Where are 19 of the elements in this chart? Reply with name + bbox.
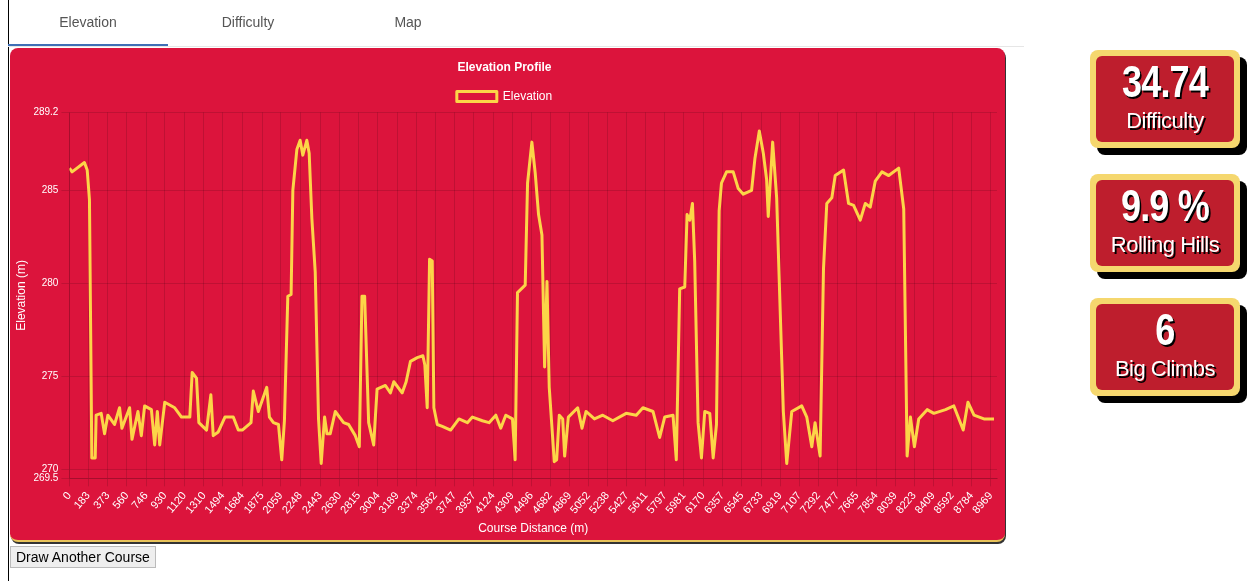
y-tick-label: 269.5 <box>33 472 59 484</box>
x-tick-label: 0 <box>60 489 74 502</box>
y-axis-title: Elevation (m) <box>13 260 28 331</box>
y-tick-label: 275 <box>41 369 59 381</box>
x-axis-title: Course Distance (m) <box>478 521 589 536</box>
text: Map <box>393 13 423 32</box>
x-tick-label: 183 <box>71 489 93 511</box>
legend-label: Elevation <box>502 88 553 103</box>
y-tick-label: 280 <box>41 277 59 289</box>
y-tick-label: 289.2 <box>33 106 59 118</box>
text: Elevation <box>8 0 168 46</box>
text: Difficulty <box>220 13 276 32</box>
y-tick-label: 285 <box>41 184 59 196</box>
y-tick-label: 270 <box>41 462 59 474</box>
x-tick-label: 746 <box>128 489 150 511</box>
x-tick-label: 373 <box>90 489 112 511</box>
text: Draw Another Course <box>10 546 156 568</box>
x-tick-label: 560 <box>109 489 131 511</box>
chart-title: Elevation Profile <box>457 59 552 74</box>
